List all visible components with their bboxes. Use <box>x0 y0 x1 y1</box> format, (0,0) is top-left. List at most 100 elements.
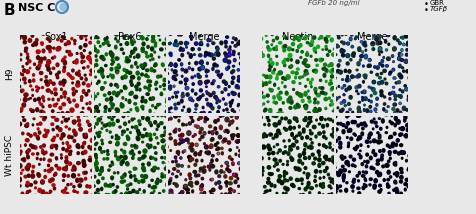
Ellipse shape <box>307 112 310 115</box>
Ellipse shape <box>152 186 157 189</box>
Ellipse shape <box>121 149 122 151</box>
Ellipse shape <box>74 168 76 171</box>
Ellipse shape <box>345 33 347 34</box>
Ellipse shape <box>247 181 248 183</box>
Ellipse shape <box>347 42 349 45</box>
Ellipse shape <box>231 91 234 94</box>
Ellipse shape <box>225 98 227 100</box>
Ellipse shape <box>124 30 127 33</box>
Ellipse shape <box>142 168 144 170</box>
Ellipse shape <box>83 90 86 92</box>
Ellipse shape <box>399 133 402 136</box>
Ellipse shape <box>26 62 28 65</box>
Ellipse shape <box>394 116 397 120</box>
Ellipse shape <box>210 31 212 33</box>
Ellipse shape <box>184 150 186 152</box>
Ellipse shape <box>364 160 366 162</box>
Ellipse shape <box>356 108 358 111</box>
Ellipse shape <box>339 141 342 146</box>
Ellipse shape <box>165 54 167 56</box>
Ellipse shape <box>371 88 372 89</box>
Ellipse shape <box>428 77 430 80</box>
Ellipse shape <box>328 82 331 86</box>
Ellipse shape <box>169 43 170 44</box>
Ellipse shape <box>318 192 320 194</box>
Ellipse shape <box>418 12 422 15</box>
Ellipse shape <box>105 11 107 13</box>
Ellipse shape <box>214 95 217 99</box>
Ellipse shape <box>95 161 98 165</box>
Ellipse shape <box>25 124 29 127</box>
Ellipse shape <box>260 134 262 136</box>
Ellipse shape <box>339 145 342 149</box>
Ellipse shape <box>394 98 397 101</box>
Ellipse shape <box>33 92 36 95</box>
Ellipse shape <box>340 91 344 94</box>
Ellipse shape <box>295 76 297 79</box>
Ellipse shape <box>343 123 344 126</box>
Ellipse shape <box>314 157 317 160</box>
Ellipse shape <box>303 118 307 122</box>
Ellipse shape <box>349 60 352 62</box>
Ellipse shape <box>121 110 123 111</box>
Ellipse shape <box>275 159 277 161</box>
Ellipse shape <box>205 107 207 109</box>
Ellipse shape <box>199 82 201 84</box>
Ellipse shape <box>263 74 265 76</box>
Ellipse shape <box>397 81 401 84</box>
Text: Merge: Merge <box>357 32 387 42</box>
Ellipse shape <box>171 166 174 169</box>
Ellipse shape <box>212 67 214 70</box>
Ellipse shape <box>179 193 180 195</box>
Ellipse shape <box>110 83 112 86</box>
Ellipse shape <box>334 132 336 133</box>
Ellipse shape <box>401 49 403 51</box>
Ellipse shape <box>60 96 62 98</box>
Ellipse shape <box>184 78 188 82</box>
Ellipse shape <box>199 61 201 64</box>
Ellipse shape <box>184 56 186 57</box>
Ellipse shape <box>210 179 212 180</box>
Ellipse shape <box>343 148 346 151</box>
Ellipse shape <box>347 43 349 45</box>
Ellipse shape <box>378 82 380 84</box>
Ellipse shape <box>424 108 426 111</box>
Ellipse shape <box>330 134 333 136</box>
Ellipse shape <box>115 45 117 49</box>
Ellipse shape <box>18 99 20 100</box>
Ellipse shape <box>258 138 259 139</box>
Ellipse shape <box>240 109 242 111</box>
Ellipse shape <box>25 114 29 117</box>
Ellipse shape <box>127 188 129 190</box>
Ellipse shape <box>192 135 194 137</box>
Ellipse shape <box>282 102 284 104</box>
Ellipse shape <box>251 82 253 83</box>
Ellipse shape <box>230 9 233 12</box>
Ellipse shape <box>216 46 218 49</box>
Ellipse shape <box>187 19 190 23</box>
Ellipse shape <box>357 180 359 182</box>
Ellipse shape <box>106 106 108 109</box>
Ellipse shape <box>277 152 278 154</box>
Ellipse shape <box>289 66 292 68</box>
Ellipse shape <box>242 97 245 100</box>
Ellipse shape <box>63 60 67 65</box>
Ellipse shape <box>385 163 389 167</box>
Ellipse shape <box>282 61 286 64</box>
Ellipse shape <box>226 36 228 38</box>
Ellipse shape <box>178 119 180 122</box>
Ellipse shape <box>389 153 391 156</box>
Ellipse shape <box>348 137 350 139</box>
Ellipse shape <box>111 106 113 109</box>
Ellipse shape <box>261 80 264 84</box>
Ellipse shape <box>316 110 318 113</box>
Ellipse shape <box>314 69 317 73</box>
Ellipse shape <box>62 103 66 106</box>
Ellipse shape <box>365 10 366 11</box>
Ellipse shape <box>103 113 106 116</box>
Ellipse shape <box>172 16 175 18</box>
Ellipse shape <box>82 159 85 164</box>
Ellipse shape <box>169 31 172 35</box>
Ellipse shape <box>393 48 396 51</box>
Ellipse shape <box>238 69 239 71</box>
